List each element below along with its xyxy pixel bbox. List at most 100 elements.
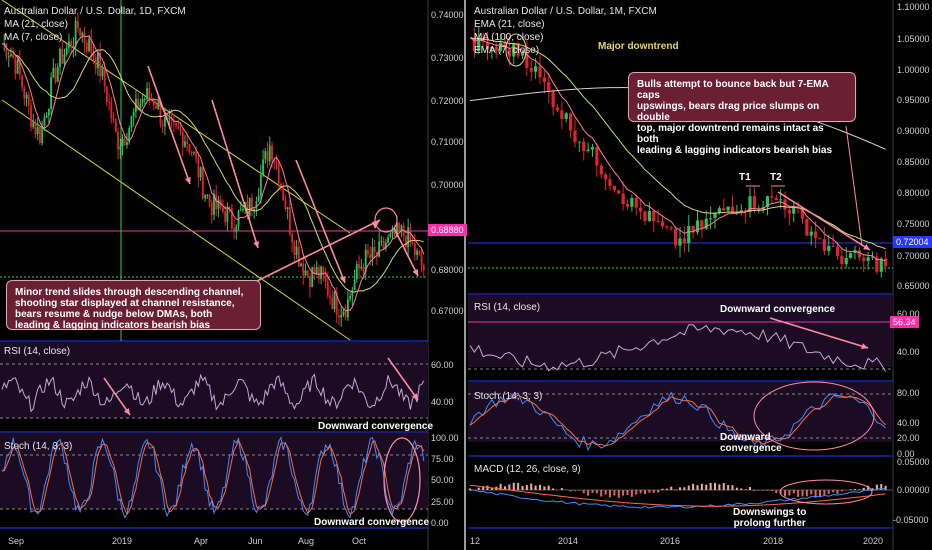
left-stoch-circle: [383, 437, 421, 523]
right-candle-body: [507, 49, 511, 57]
left-down-arrow-2-head: [253, 241, 260, 248]
left-candle-body: [23, 87, 26, 99]
left-candle-body: [284, 199, 287, 209]
left-time-tick: Oct: [352, 536, 367, 546]
left-down-arrow-1-head: [185, 177, 191, 184]
left-candle-body: [112, 118, 115, 120]
left-rsi-band: [0, 342, 428, 418]
right-candle-body: [665, 226, 669, 228]
left-rsi-tick: 40.00: [431, 397, 454, 407]
left-candle-body: [309, 275, 311, 288]
left-candle-body: [253, 208, 256, 211]
left-candle-body: [306, 270, 309, 276]
right-candle-body: [669, 227, 673, 229]
left-down-arrow-3-head: [339, 276, 346, 283]
left-candle-body: [184, 141, 186, 147]
left-candle-body: [355, 264, 358, 280]
left-candle-body: [132, 111, 135, 117]
left-stoch-note: Downward convergence: [314, 517, 430, 528]
right-analysis-note: Bulls attempt to bounce back but 7-EMA c…: [628, 72, 856, 156]
left-candle-body: [36, 127, 39, 135]
left-candle-body: [63, 54, 66, 64]
left-candle-body: [150, 98, 153, 100]
left-stoch-title: Stoch (14, 3, 3): [4, 441, 73, 452]
right-candle-body: [744, 210, 748, 213]
right-candle-body: [840, 256, 844, 264]
right-candle-body: [595, 147, 599, 166]
left-candle-body: [257, 195, 260, 202]
left-rsi-arrow-1-head: [123, 408, 130, 415]
right-candle-body: [477, 38, 481, 52]
left-candle-body: [168, 118, 171, 120]
right-legend-ma100: MA (100, close): [474, 32, 544, 43]
left-candle-body: [137, 98, 140, 111]
left-candle-body: [387, 236, 389, 243]
left-candle-body: [362, 266, 365, 272]
left-candle-body: [5, 43, 8, 57]
left-candle-body: [88, 38, 90, 52]
left-candle-body: [226, 207, 229, 222]
left-candle-body: [242, 209, 244, 211]
left-candle-body: [18, 60, 21, 75]
right-legend-ema7: EMA (7, close): [474, 45, 540, 56]
left-candle-body: [72, 46, 75, 48]
right-time-tick: 2016: [660, 536, 681, 546]
left-candle-body: [364, 249, 367, 272]
right-candle-body: [682, 238, 686, 244]
channel-upper-line: [1, 0, 351, 234]
left-candle-body: [146, 88, 148, 99]
right-price-tick: 1.05000: [897, 34, 930, 44]
left-legend-ma7: MA (7, close): [4, 32, 63, 43]
left-candle-body: [340, 315, 343, 318]
left-candle-body: [259, 174, 262, 196]
left-candle-body: [121, 138, 124, 147]
right-candle-body: [660, 221, 665, 227]
left-candle-body: [349, 296, 352, 300]
right-candle-body: [634, 197, 638, 208]
left-candle-body: [329, 295, 331, 298]
right-candle-body: [796, 207, 800, 210]
right-candle-body: [656, 221, 660, 223]
right-price-tick: 0.70000: [897, 251, 930, 261]
right-candle-body: [783, 199, 787, 210]
left-stoch-tick: 75.00: [431, 454, 454, 464]
left-ma21-line: [1, 43, 424, 293]
right-chart-title: Australian Dollar / U.S. Dollar, 1M, FXC…: [474, 6, 657, 17]
left-rsi-tick: 60.00: [431, 360, 454, 370]
left-candle-body: [416, 250, 418, 256]
left-candle-body: [239, 209, 242, 211]
left-candle-body: [85, 42, 88, 52]
left-candle-body: [143, 98, 146, 100]
left-candle-body: [79, 28, 82, 36]
left-candle-body: [317, 267, 320, 279]
left-time-tick: Apr: [194, 536, 209, 546]
left-candle-body: [400, 225, 403, 231]
right-macd-note: Downswings to prolong further: [733, 507, 807, 529]
left-candle-body: [76, 20, 79, 29]
right-price-tick: 0.90000: [897, 126, 930, 136]
left-candle-body: [360, 266, 363, 269]
right-candle-body: [717, 208, 721, 213]
right-candle-body: [621, 193, 625, 205]
left-candle-body: [262, 159, 264, 175]
left-candle-body: [164, 117, 166, 127]
left-candle-body: [179, 128, 182, 132]
right-candle-body: [818, 238, 822, 240]
right-stoch-title: Stoch (14, 3, 3): [474, 391, 543, 402]
left-candle-body: [282, 186, 285, 200]
left-candle-body: [275, 160, 278, 164]
left-stoch-tick: 50.00: [431, 475, 454, 485]
left-candle-body: [373, 247, 376, 253]
right-candle-body: [485, 41, 490, 49]
left-candle-body: [367, 249, 369, 255]
right-candle-body: [529, 67, 533, 72]
right-rsi-tick: 40.00: [897, 347, 920, 357]
left-candle-body: [293, 242, 296, 255]
right-candle-body: [844, 257, 848, 264]
left-candle-body: [188, 143, 191, 152]
right-candle-body: [494, 46, 498, 51]
right-candle-body: [520, 52, 525, 56]
left-candle-body: [230, 208, 233, 229]
right-candle-body: [590, 147, 595, 150]
